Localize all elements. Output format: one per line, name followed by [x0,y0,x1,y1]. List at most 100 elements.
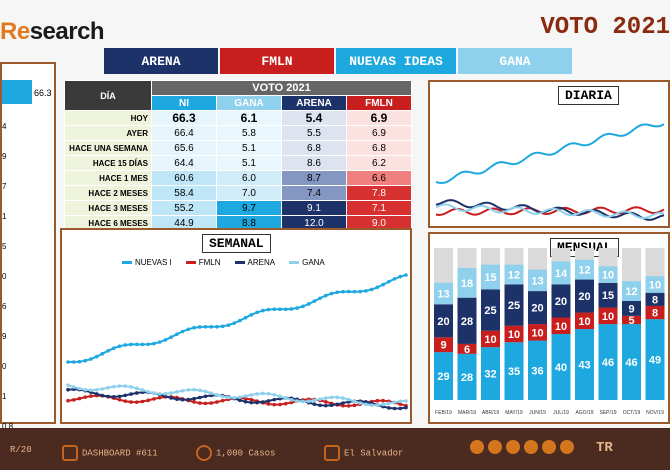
bar-segment [645,305,665,320]
tab-nuevas-ideas[interactable]: NUEVAS IDEAS [336,48,456,74]
series-point [381,398,385,403]
bar-segment [457,268,477,298]
series-point [323,400,328,404]
bar-segment [622,315,641,325]
series-point [157,340,162,344]
voto-table: DÍA VOTO 2021 NI GANA ARENA FMLN HOY 66.3 6.1 5.4… [64,80,412,231]
table-cell: 5.1 [216,140,282,156]
legend-item: ARENA [234,258,275,267]
semanal-panel: SEMANAL NUEVAS I FMLN ARENA GANA [60,228,412,424]
left-ranking-panel: 66.3 4 9 7 1 5 0 6 9 0 1 0.8 [0,62,56,431]
bar-segment [551,284,571,318]
tick-label: SEP/19 [600,410,617,416]
bar-label: 36 [531,365,543,377]
bar-label: 5 [628,315,634,327]
bar-segment [645,292,665,306]
left-tick-label: 5 [2,242,7,251]
bar-segment [551,261,571,285]
bar-segment [481,347,500,400]
bar-segment [504,284,524,326]
series-point [272,402,277,407]
bar-label: 10 [602,270,614,282]
series-point [117,384,122,388]
series-point [398,274,403,279]
footer-bar: R/20 DASHBOARD #611 1,000 Casos El Salva… [0,428,670,470]
series-point [266,399,271,403]
series-point [134,342,139,347]
bar-label: 13 [437,289,449,301]
series-point [375,285,380,290]
row-label: HACE 6 MESES [64,215,152,231]
social-icon-5[interactable] [542,440,556,454]
legend-swatch [122,261,132,265]
series-point [392,406,397,411]
series-point [278,394,282,399]
series-point [112,346,116,351]
social-icon-1[interactable] [470,440,484,454]
left-tick-label: 1 [2,392,7,401]
series-point [66,383,70,387]
series-point [112,384,116,389]
bar-label: 10 [578,316,590,328]
country-label: El Salvador [324,445,403,461]
table-cell: 6.8 [281,140,347,156]
bar-segment [598,282,618,308]
series-point [318,296,322,301]
series-point [243,399,248,404]
bar-segment [551,317,571,334]
bar-label: 8 [652,308,658,320]
bar-label: 12 [578,265,590,277]
series-point [197,325,202,329]
social-icon-2[interactable] [488,440,502,454]
table-cell: 6.1 [216,110,282,126]
tab-gana[interactable]: GANA [458,48,572,74]
series-point [157,392,162,396]
table-row: HACE 2 MESES 58.4 7.0 7.4 7.8 [64,185,412,201]
tick-label: JUL/19 [553,410,569,416]
series-point [134,386,139,391]
tab-fmln[interactable]: FMLN [220,48,334,74]
legend-item: NUEVAS I [122,258,172,267]
series-line [435,203,665,220]
series-point [94,392,99,396]
series-point [289,307,294,311]
series-point [323,293,328,298]
bar-segment [575,259,594,280]
series-point [197,388,202,393]
table-cell: 65.6 [151,140,217,156]
tick-label: MAY/19 [505,410,523,416]
series-point [226,323,231,327]
series-point [266,391,271,396]
series-point [123,393,128,398]
series-point [66,398,70,403]
series-point [306,302,311,306]
bar-segment [481,289,500,331]
bar-label: 15 [602,290,614,302]
series-point [312,402,317,407]
highlight-value: 66.3 [34,88,52,98]
social-icon-4[interactable] [524,440,538,454]
table-cell: 9.1 [281,200,347,216]
bar-segment [575,329,594,400]
bar-label: 32 [484,369,496,381]
bar-segment [598,307,618,325]
series-point [129,400,133,404]
series-point [215,325,219,329]
table-row: HOY 66.3 6.1 5.4 6.9 [64,110,412,126]
series-point [346,397,351,402]
social-icon-6[interactable] [560,440,574,454]
bar-segment [598,266,618,283]
series-point [140,388,145,392]
series-point [129,385,133,389]
tab-arena[interactable]: ARENA [104,48,218,74]
social-icon-3[interactable] [506,440,520,454]
series-point [266,402,271,406]
series-point [398,402,403,406]
table-cell: 5.1 [216,155,282,171]
series-point [352,289,357,294]
series-point [369,287,374,292]
series-point [175,397,179,401]
table-cell: 64.4 [151,155,217,171]
series-point [140,399,145,404]
series-point [192,396,196,401]
